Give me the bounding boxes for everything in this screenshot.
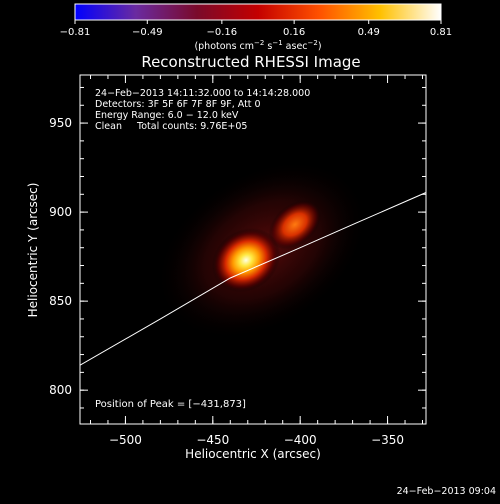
y-axis-label: Heliocentric Y (arcsec) [26,183,40,318]
x-tick-label: −500 [109,433,142,447]
main-source [211,228,281,293]
colorbar-tick-label: 0.49 [358,27,380,38]
info-line-counts: Clean Total counts: 9.76E+05 [95,121,247,132]
info-line-time: 24−Feb−2013 14:11:32.000 to 14:14:28.000 [95,88,310,99]
solar-limb [80,192,426,366]
x-tick-label: −350 [371,433,404,447]
x-axis: −500 −450 −400 −350 [89,75,424,447]
plot-frame [79,74,427,425]
chart-title: Reconstructed RHESSI Image [141,53,360,71]
y-tick-label: 850 [49,294,72,308]
y-axis: 800 850 900 950 [49,86,426,409]
colorbar-tick-label: −0.16 [207,27,238,38]
colorbar-tick-label: 0.16 [283,27,305,38]
info-block: 24−Feb−2013 14:11:32.000 to 14:14:28.000… [95,88,310,132]
colorbar [74,3,442,21]
colorbar-tick-label: −0.81 [60,27,91,38]
heatmap-image [80,160,426,366]
y-tick-label: 900 [49,205,72,219]
colorbar-tick-label: −0.49 [132,27,163,38]
x-tick-label: −400 [284,433,317,447]
footer-timestamp: 24−Feb−2013 09:04 [397,486,496,497]
y-tick-label: 800 [49,383,72,397]
info-line-detectors: Detectors: 3F 5F 6F 7F 8F 9F, Att 0 [95,99,261,110]
y-tick-label: 950 [49,116,72,130]
colorbar-ticks: −0.81 −0.49 −0.16 0.16 0.49 0.81 [60,20,452,38]
info-line-energy: Energy Range: 6.0 − 12.0 keV [95,110,239,121]
x-tick-label: −450 [196,433,229,447]
secondary-source [268,199,322,250]
peak-position-label: Position of Peak = [−431,873] [95,399,246,410]
colorbar-tick-label: 0.81 [430,27,452,38]
colorbar-unit-label: (photons cm−2 s−1 asec−2) [194,39,321,52]
x-axis-label: Heliocentric X (arcsec) [185,447,321,461]
